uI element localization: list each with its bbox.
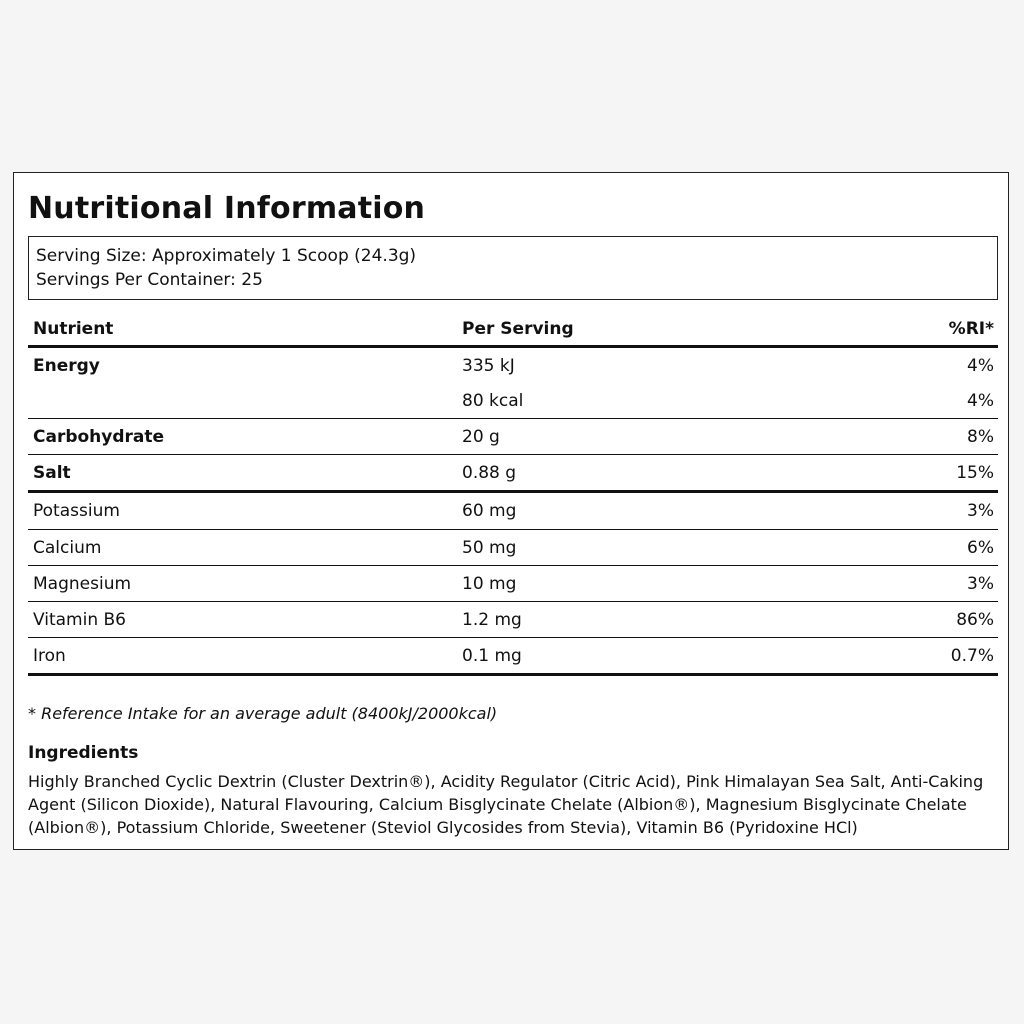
per-serving-value: 50 mg [462,537,517,558]
nutrition-table: Nutrient Per Serving %RI* Energy 335 kJ … [28,313,998,676]
page-title: Nutritional Information [28,191,426,226]
table-row: Carbohydrate 20 g 8% [28,419,998,454]
ri-value: 15% [956,462,994,483]
ingredients-heading: Ingredients [28,743,139,763]
table-header: Nutrient Per Serving %RI* [28,313,998,345]
header-ri: %RI* [948,319,994,339]
nutrient-name: Potassium [33,501,120,521]
table-row: Salt 0.88 g 15% [28,455,998,490]
divider [28,637,998,638]
table-row: Iron 0.1 mg 0.7% [28,638,998,673]
nutrient-name: Energy [33,355,100,376]
nutrient-name: Calcium [33,537,102,558]
divider [28,673,998,676]
ri-value: 8% [967,426,994,447]
nutrient-name: Carbohydrate [33,426,165,447]
ri-value: 0.7% [950,645,994,666]
ri-value: 3% [967,501,994,521]
table-row: Vitamin B6 1.2 mg 86% [28,602,998,637]
nutrient-name: Iron [33,645,66,666]
divider [28,345,998,348]
ri-value: 6% [967,537,994,558]
serving-size: Serving Size: Approximately 1 Scoop (24.… [36,246,417,266]
ri-value: 86% [956,609,994,630]
table-row: Magnesium 10 mg 3% [28,566,998,601]
per-serving-value: 335 kJ [462,355,515,376]
divider [28,529,998,530]
serving-info-box: Serving Size: Approximately 1 Scoop (24.… [28,236,998,300]
per-serving-value: 80 kcal [462,390,524,411]
header-nutrient: Nutrient [33,319,114,339]
divider [28,565,998,566]
table-row: Energy 335 kJ 4% [28,348,998,383]
table-row: 80 kcal 4% [28,383,998,418]
ri-value: 3% [967,573,994,594]
ri-value: 4% [967,355,994,376]
nutrient-name: Magnesium [33,573,132,594]
per-serving-value: 60 mg [462,501,517,521]
table-row: Potassium 60 mg 3% [28,493,998,529]
nutrient-name: Vitamin B6 [33,609,127,630]
per-serving-value: 0.88 g [462,462,517,483]
divider [28,601,998,602]
ingredients-text: Highly Branched Cyclic Dextrin (Cluster … [28,772,984,837]
divider [28,490,998,493]
divider [28,418,998,419]
servings-per-container: Servings Per Container: 25 [36,270,263,290]
per-serving-value: 10 mg [462,573,517,594]
per-serving-value: 0.1 mg [462,645,522,666]
table-row: Calcium 50 mg 6% [28,530,998,565]
divider [28,454,998,455]
header-per-serving: Per Serving [462,319,574,339]
reference-intake-footnote: * Reference Intake for an average adult … [28,704,498,723]
nutrition-panel: Nutritional Information Serving Size: Ap… [13,172,1009,850]
ri-value: 4% [967,390,994,411]
per-serving-value: 1.2 mg [462,609,522,630]
per-serving-value: 20 g [462,426,500,447]
nutrient-name: Salt [33,462,71,483]
